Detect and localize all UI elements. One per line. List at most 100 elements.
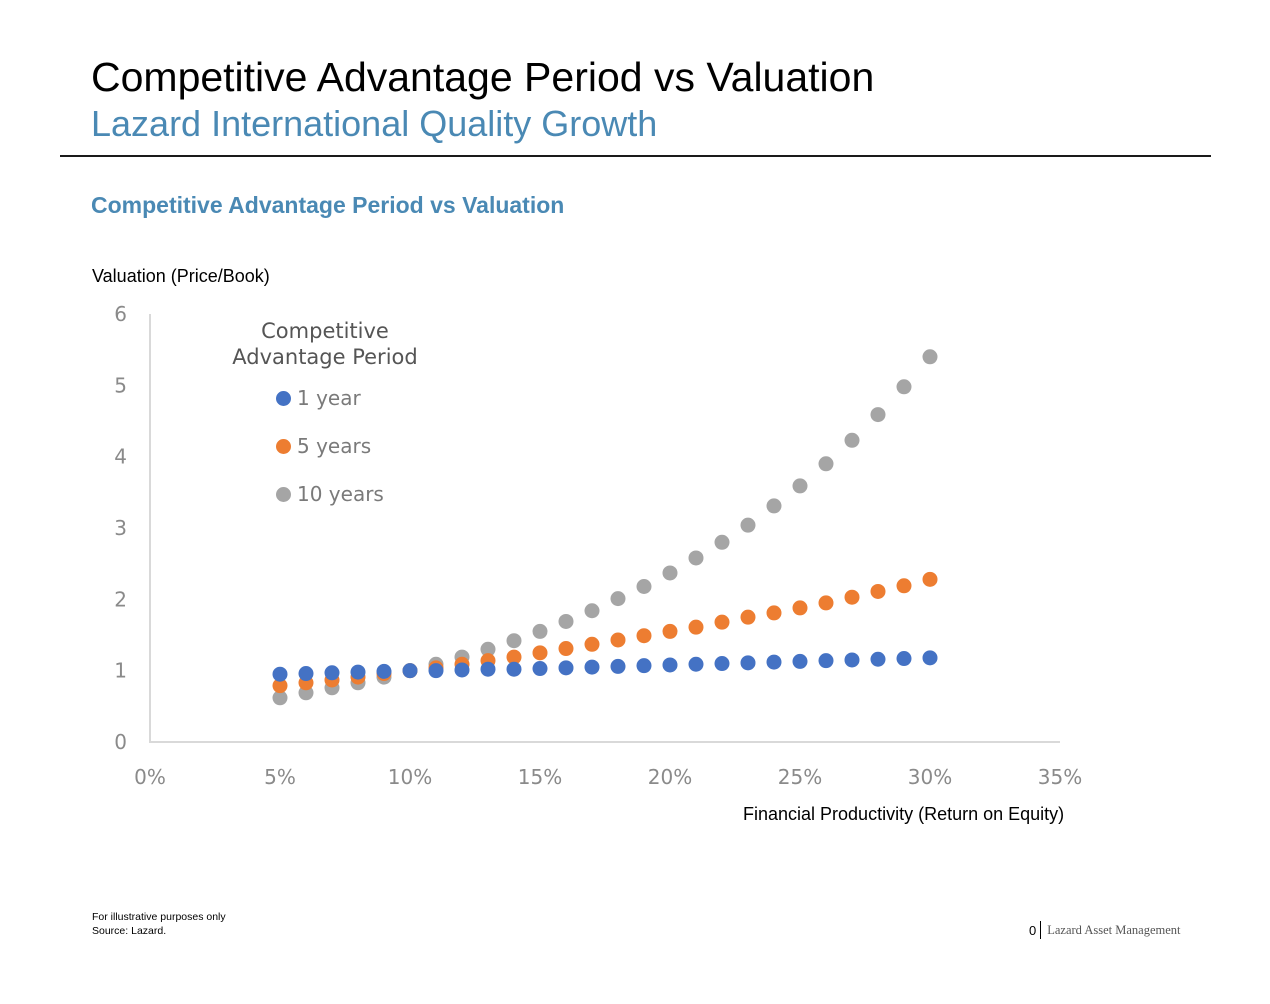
- data-point: [298, 666, 314, 682]
- page-subtitle: Lazard International Quality Growth: [91, 103, 658, 144]
- data-point: [610, 658, 626, 674]
- data-point: [922, 571, 938, 587]
- data-point: [792, 653, 808, 669]
- data-point: [870, 407, 886, 423]
- chart-ticks: 0 1 2 3 4 5 6 0% 5% 10% 15% 20% 25% 30% 35%: [114, 302, 1082, 789]
- legend-label-1-year: 1 year: [297, 386, 361, 410]
- data-point: [714, 534, 730, 550]
- header-divider: [60, 155, 1211, 157]
- data-point: [584, 659, 600, 675]
- y-tick-label: 4: [114, 445, 127, 469]
- footnote-disclaimer: For illustrative purposes only: [92, 911, 226, 923]
- data-point: [272, 690, 288, 706]
- footer-divider: [1040, 921, 1042, 939]
- data-point: [714, 614, 730, 630]
- data-point: [766, 605, 782, 621]
- data-point: [402, 663, 418, 679]
- chart-points: [272, 349, 938, 706]
- data-point: [688, 619, 704, 635]
- data-point: [766, 498, 782, 514]
- data-point: [506, 649, 522, 665]
- chart-axes: [149, 314, 1060, 743]
- y-axis-label: Valuation (Price/Book): [92, 266, 270, 286]
- legend-marker-10-years: [276, 486, 291, 502]
- data-point: [818, 653, 834, 669]
- y-tick-label: 6: [114, 302, 127, 326]
- data-point: [662, 565, 678, 581]
- legend-label-10-years: 10 years: [297, 482, 384, 506]
- footnote-source: Source: Lazard.: [92, 925, 167, 937]
- y-tick-label: 1: [114, 659, 127, 683]
- data-point: [506, 633, 522, 649]
- x-tick-label: 5%: [264, 765, 296, 789]
- x-tick-label: 30%: [908, 765, 952, 789]
- data-point: [324, 665, 340, 681]
- data-point: [376, 663, 392, 679]
- footnote: For illustrative purposes only Source: L…: [92, 910, 226, 938]
- legend-title-line2: Advantage Period: [232, 345, 418, 369]
- data-point: [818, 456, 834, 472]
- data-point: [350, 664, 366, 680]
- data-point: [896, 578, 912, 594]
- data-point: [480, 641, 496, 657]
- data-point: [662, 657, 678, 673]
- x-tick-label: 20%: [648, 765, 692, 789]
- data-point: [896, 379, 912, 395]
- data-point: [818, 595, 834, 611]
- data-point: [558, 613, 574, 629]
- x-tick-label: 15%: [518, 765, 562, 789]
- data-point: [584, 636, 600, 652]
- data-point: [844, 589, 860, 605]
- y-tick-label: 2: [114, 587, 127, 611]
- data-point: [662, 623, 678, 639]
- legend-title-line1: Competitive: [261, 319, 389, 343]
- page-number: 0: [1029, 922, 1037, 938]
- data-point: [532, 661, 548, 677]
- legend-marker-5-years: [276, 438, 291, 454]
- series-10-years: [272, 349, 938, 706]
- legend-item-5-years: 5 years: [276, 433, 371, 459]
- data-point: [610, 632, 626, 648]
- data-point: [636, 578, 652, 594]
- data-point: [558, 641, 574, 657]
- x-tick-label: 10%: [388, 765, 432, 789]
- legend-marker-1-year: [276, 390, 291, 406]
- data-point: [610, 591, 626, 607]
- section-title: Competitive Advantage Period vs Valuatio…: [91, 192, 565, 218]
- data-point: [558, 660, 574, 676]
- data-point: [766, 654, 782, 670]
- y-tick-label: 0: [114, 730, 127, 754]
- data-point: [870, 583, 886, 599]
- y-tick-label: 3: [114, 516, 127, 540]
- data-point: [532, 645, 548, 661]
- data-point: [844, 432, 860, 448]
- legend-label-5-years: 5 years: [297, 434, 372, 458]
- data-point: [740, 655, 756, 671]
- legend-item-10-years: 10 years: [276, 481, 384, 507]
- data-point: [896, 651, 912, 667]
- x-tick-label: 25%: [778, 765, 822, 789]
- data-point: [740, 517, 756, 533]
- footer-brand: 0 Lazard Asset Management: [1029, 921, 1181, 939]
- data-point: [844, 652, 860, 668]
- brand-name: Lazard Asset Management: [1047, 922, 1181, 937]
- data-point: [428, 663, 444, 679]
- data-point: [454, 662, 470, 678]
- data-point: [480, 661, 496, 677]
- x-tick-label: 35%: [1038, 765, 1082, 789]
- data-point: [922, 650, 938, 666]
- data-point: [792, 600, 808, 616]
- legend-item-1-year: 1 year: [276, 385, 361, 411]
- data-point: [506, 661, 522, 677]
- x-axis-label: Financial Productivity (Return on Equity…: [743, 804, 1065, 824]
- data-point: [792, 478, 808, 494]
- page-title: Competitive Advantage Period vs Valuatio…: [91, 54, 875, 100]
- data-point: [870, 651, 886, 667]
- data-point: [922, 349, 938, 365]
- legend-title: Competitive Advantage Period: [225, 318, 425, 370]
- x-tick-label: 0%: [134, 765, 166, 789]
- data-point: [584, 603, 600, 619]
- y-tick-label: 5: [114, 373, 127, 397]
- data-point: [636, 658, 652, 674]
- data-point: [740, 609, 756, 625]
